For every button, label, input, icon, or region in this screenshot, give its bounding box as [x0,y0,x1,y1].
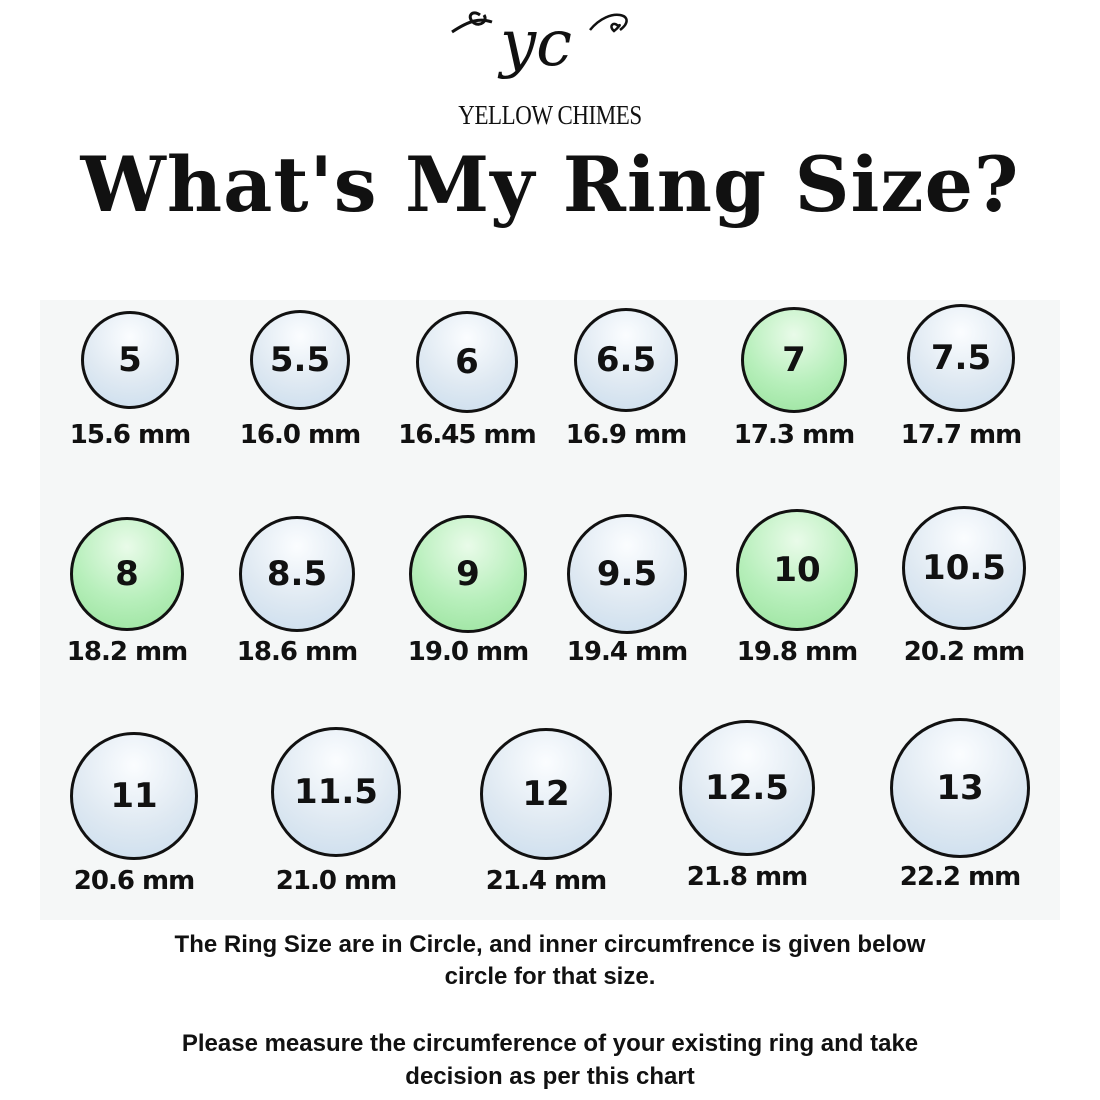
ring-circumference-label: 16.0 mm [239,420,361,450]
yellow-chimes-logo: yc [451,7,628,81]
ring-circumference-label: 20.2 mm [903,637,1025,667]
ring-circumference-label: 18.2 mm [66,637,188,667]
ring-size-label: 8 [115,554,139,594]
ring-size-label: 11.5 [294,772,378,812]
ring-size-circle: 11 [70,732,198,860]
ring-size-label: 12 [522,774,570,814]
ring-circumference-label: 19.8 mm [736,637,858,667]
note-line-1: The Ring Size are in Circle, and inner c… [174,931,926,958]
ring-size-circle: 10 [736,509,858,631]
ring-size-label: 7.5 [930,338,992,378]
ring-size-circle: 10.5 [902,506,1026,630]
brand-name: YELLOW CHIMES [458,100,642,130]
ring-size-circle: 9.5 [567,514,687,634]
ring-size-label: 5.5 [269,340,331,380]
ring-size-label: 9.5 [596,554,658,594]
ring-size-circle: 12 [480,728,612,860]
ring-circumference-label: 21.8 mm [686,862,808,892]
ring-size-circle: 7.5 [907,304,1015,412]
ring-size-circle: 6.5 [574,308,678,412]
ring-size-label: 7 [782,340,806,380]
ring-size-label: 13 [936,768,984,808]
ring-circumference-label: 16.9 mm [565,420,687,450]
ring-size-circle: 9 [409,515,527,633]
ring-circumference-label: 19.4 mm [566,637,688,667]
ring-circumference-label: 16.45 mm [398,420,536,450]
note-line-2: circle for that size. [444,963,656,990]
ring-circumference-label: 21.0 mm [275,866,397,896]
ring-circumference-label: 17.7 mm [900,420,1022,450]
note-line-4: decision as per this chart [405,1063,695,1090]
ring-size-circle: 8 [70,517,184,631]
ring-circumference-label: 17.3 mm [733,420,855,450]
ring-circumference-label: 21.4 mm [485,866,607,896]
ring-circumference-label: 22.2 mm [899,862,1021,892]
ring-size-circle: 7 [741,307,847,413]
ring-size-circle: 8.5 [239,516,355,632]
ring-size-label: 10 [773,550,821,590]
ring-circumference-label: 20.6 mm [73,866,195,896]
ring-size-circle: 13 [890,718,1030,858]
svg-text:yc: yc [497,7,572,81]
page-title: What's My Ring Size? [80,140,1020,229]
note-line-3: Please measure the circumference of your… [181,1030,919,1057]
ring-size-circle: 5.5 [250,310,350,410]
ring-size-label: 11 [110,776,158,816]
ring-circumference-label: 15.6 mm [69,420,191,450]
ring-size-label: 8.5 [266,554,328,594]
ring-size-circle: 12.5 [679,720,815,856]
ring-size-label: 9 [456,554,480,594]
ring-size-label: 10.5 [922,548,1006,588]
ring-size-circle: 6 [416,311,518,413]
ring-circumference-label: 18.6 mm [236,637,358,667]
ring-circumference-label: 19.0 mm [407,637,529,667]
ring-size-circle: 11.5 [271,727,401,857]
ring-size-label: 12.5 [705,768,789,808]
ring-size-label: 6 [455,342,479,382]
ring-size-circle: 5 [81,311,179,409]
ring-size-label: 6.5 [595,340,657,380]
ring-size-label: 5 [118,340,142,380]
